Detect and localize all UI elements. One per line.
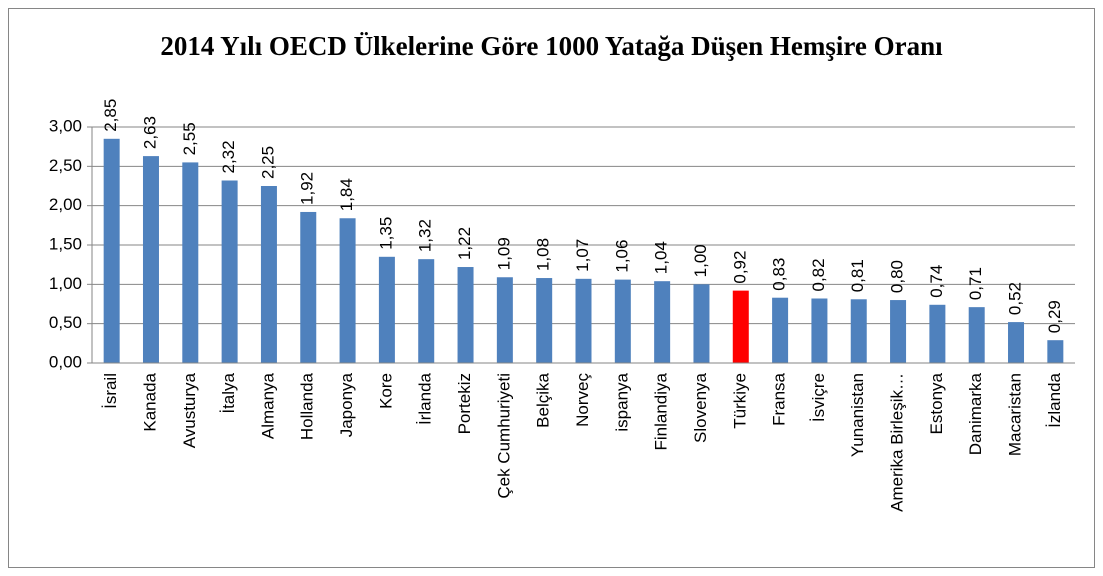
- bar: [339, 218, 356, 363]
- y-tick-label: 3,00: [49, 116, 82, 135]
- x-tick-label: Kore: [376, 373, 395, 409]
- bar: [929, 304, 946, 363]
- x-tick-label: Estonya: [927, 372, 946, 434]
- y-tick-label: 1,00: [49, 274, 82, 293]
- value-label: 0,80: [888, 260, 907, 293]
- y-tick-label: 2,50: [49, 156, 82, 175]
- value-label: 0,83: [770, 258, 789, 291]
- x-tick-label: Kanada: [140, 372, 159, 431]
- bar: [103, 138, 120, 363]
- value-label: 1,00: [691, 244, 710, 277]
- x-tick-label: İsrail: [101, 373, 120, 409]
- value-label: 1,84: [337, 178, 356, 211]
- value-label: 1,22: [455, 227, 474, 260]
- x-tick-label: Türkiye: [730, 373, 749, 429]
- x-tick-label: İsviçre: [809, 373, 828, 422]
- y-tick-label: 1,50: [49, 234, 82, 253]
- value-label: 0,81: [848, 259, 867, 292]
- x-tick-label: Çek Cumhuriyeti: [494, 373, 513, 499]
- bar: [496, 277, 513, 363]
- value-label: 2,55: [180, 122, 199, 155]
- y-tick-label: 2,00: [49, 195, 82, 214]
- value-label: 1,35: [376, 217, 395, 250]
- x-tick-label: İzlanda: [1045, 372, 1064, 427]
- x-tick-label: Hollanda: [298, 372, 317, 440]
- x-tick-label: Amerika Birleşik…: [888, 373, 907, 512]
- x-tick-label: Avusturya: [180, 372, 199, 448]
- value-label: 1,32: [416, 219, 435, 252]
- y-tick-label: 0,50: [49, 313, 82, 332]
- bar: [850, 299, 867, 363]
- value-label: 1,08: [534, 238, 553, 271]
- x-tick-label: Japonya: [337, 372, 356, 437]
- value-label: 1,04: [652, 241, 671, 274]
- value-label: 1,09: [494, 237, 513, 270]
- x-tick-label: Almanya: [258, 372, 277, 439]
- bar: [300, 211, 317, 363]
- x-tick-label: İtalya: [219, 372, 238, 413]
- value-label: 1,07: [573, 239, 592, 272]
- bar: [811, 298, 828, 363]
- bar: [142, 156, 159, 363]
- x-tick-label: Yunanistan: [848, 373, 867, 457]
- value-label: 0,74: [927, 265, 946, 298]
- value-label: 2,25: [258, 146, 277, 179]
- x-tick-label: İrlanda: [416, 372, 435, 425]
- value-label: 0,71: [966, 267, 985, 300]
- value-label: 0,29: [1045, 300, 1064, 333]
- bar: [1047, 340, 1064, 363]
- x-tick-label: Macaristan: [1006, 373, 1025, 456]
- bar: [418, 259, 435, 363]
- chart-title: 2014 Yılı OECD Ülkelerine Göre 1000 Yata…: [160, 31, 943, 61]
- bar: [536, 278, 553, 363]
- bar: [732, 290, 749, 363]
- title-box: 2014 Yılı OECD Ülkelerine Göre 1000 Yata…: [0, 30, 1103, 63]
- x-tick-label: Finlandiya: [652, 372, 671, 450]
- bar: [614, 279, 631, 363]
- bar: [693, 284, 710, 363]
- x-tick-label: Norveç: [573, 373, 592, 427]
- bar: [1008, 322, 1025, 363]
- value-label: 0,52: [1006, 282, 1025, 315]
- x-tick-label: Belçika: [534, 372, 553, 427]
- value-label: 1,92: [298, 172, 317, 205]
- x-tick-label: Danimarka: [966, 372, 985, 455]
- bar: [182, 162, 199, 363]
- bar: [378, 256, 395, 363]
- bar: [457, 267, 474, 363]
- bar: [654, 281, 671, 363]
- bar: [772, 297, 789, 363]
- bar: [575, 278, 592, 363]
- bar: [260, 186, 277, 363]
- value-label: 1,06: [612, 240, 631, 273]
- x-tick-label: Slovenya: [691, 372, 710, 442]
- value-label: 0,82: [809, 258, 828, 291]
- x-tick-label: ispanya: [612, 372, 631, 431]
- value-label: 2,32: [219, 140, 238, 173]
- value-label: 2,63: [140, 116, 159, 149]
- bar: [221, 180, 238, 363]
- x-tick-label: Fransa: [770, 372, 789, 425]
- y-tick-label: 0,00: [49, 352, 82, 371]
- x-tick-label: Portekiz: [455, 373, 474, 434]
- value-label: 2,85: [101, 99, 120, 132]
- value-label: 0,92: [730, 251, 749, 284]
- bar: [968, 307, 985, 363]
- bar: [890, 300, 907, 363]
